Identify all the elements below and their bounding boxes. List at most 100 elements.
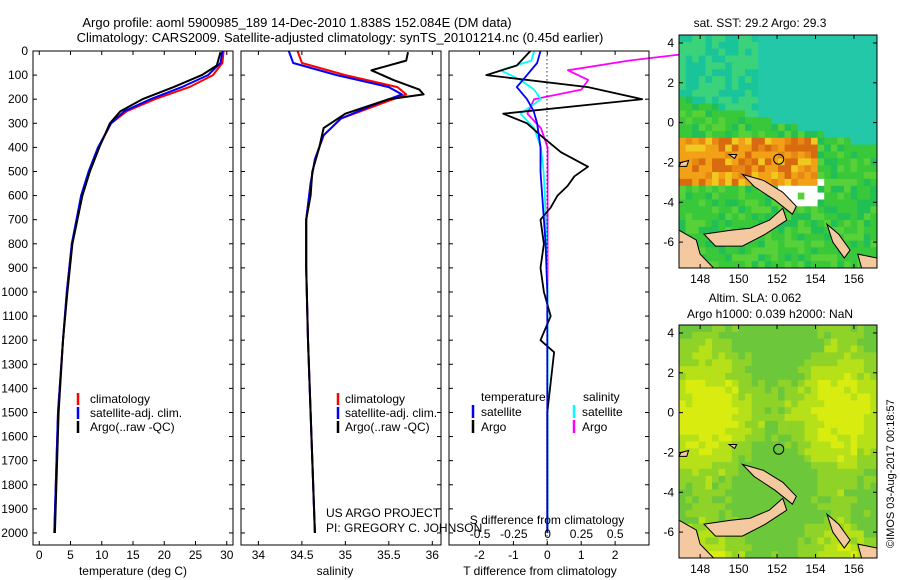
sst-cell — [850, 185, 858, 193]
sst-cell — [705, 124, 713, 132]
sla-cell — [745, 455, 752, 463]
sst-cell — [778, 62, 785, 70]
sst-cell — [712, 55, 719, 63]
sst-cell — [850, 199, 858, 207]
sla-cell — [784, 462, 792, 470]
sst-cell — [679, 220, 686, 228]
sla-cell — [811, 345, 818, 353]
sla-cell — [870, 400, 878, 408]
sla-map-panel: Altim. SLA: 0.062 Argo h1000: 0.039 h200… — [663, 291, 878, 576]
sst-cell — [870, 151, 878, 159]
sla-cell — [850, 427, 858, 435]
sst-cell — [844, 130, 851, 139]
sla-cell — [837, 325, 845, 333]
sla-cell — [844, 427, 851, 435]
sst-cell — [811, 35, 818, 43]
sla-cell — [850, 366, 858, 374]
sla-cell — [764, 414, 772, 422]
sla-cell — [811, 386, 818, 394]
sst-cell — [764, 41, 772, 50]
sla-cell — [712, 331, 719, 340]
sla-cell — [771, 359, 779, 367]
sla-cell — [685, 468, 693, 477]
sla-cell — [698, 530, 706, 538]
sst-cell — [712, 48, 719, 56]
sla-cell — [679, 325, 686, 333]
sst-cell — [692, 96, 700, 104]
sla-cell — [705, 379, 713, 387]
sla-cell — [791, 503, 799, 511]
sla-cell — [857, 496, 865, 504]
sst-cell — [758, 213, 766, 221]
sst-cell — [718, 158, 726, 166]
sla-cell — [718, 379, 726, 387]
sla-cell — [844, 331, 851, 340]
sla-cell — [758, 489, 766, 497]
sla-cell — [679, 366, 686, 374]
sst-cell — [764, 165, 772, 173]
sst-cell — [844, 178, 851, 187]
sst-cell — [830, 41, 838, 50]
land-mass — [727, 444, 738, 450]
sla-cell — [784, 448, 792, 456]
sst-cell — [797, 233, 805, 241]
sla-cell — [804, 427, 812, 435]
sst-cell — [797, 220, 805, 228]
sst-cell — [751, 220, 759, 228]
sst-cell — [837, 41, 845, 50]
sla-cell — [870, 441, 878, 449]
sst-cell — [718, 220, 726, 228]
sla-cell — [758, 420, 766, 429]
sst-cell — [705, 172, 713, 180]
x-tick-label: 20 — [158, 548, 172, 562]
sla-cell — [712, 544, 719, 552]
sla-cell — [771, 366, 779, 374]
sla-cell — [685, 496, 693, 504]
sst-cell — [758, 151, 766, 159]
sla-cell — [745, 482, 752, 490]
sla-cell — [837, 503, 845, 511]
sla-cell — [698, 352, 706, 360]
sst-cell — [797, 62, 805, 70]
x-tick-label: 34 — [252, 548, 266, 562]
x-tick-label: 0 — [544, 548, 551, 562]
sla-cell — [797, 386, 805, 394]
sla-cell — [705, 400, 713, 408]
sst-cell — [804, 213, 812, 221]
sla-cell — [811, 434, 818, 442]
sla-cell — [824, 407, 832, 415]
y-tick-label: 1800 — [1, 478, 28, 492]
sla-cell — [804, 551, 812, 559]
sla-cell — [817, 379, 825, 387]
sst-cell — [791, 48, 799, 56]
sla-cell — [804, 523, 812, 531]
sla-cell — [824, 468, 832, 477]
sst-cell — [837, 261, 845, 269]
sst-cell — [850, 83, 858, 91]
sla-cell — [817, 510, 825, 518]
sla-cell — [718, 427, 726, 435]
sst-cell — [685, 83, 693, 91]
sla-cell — [804, 366, 812, 374]
sla-cell — [758, 379, 766, 387]
sst-cell — [784, 240, 792, 248]
sst-cell — [797, 89, 805, 97]
sst-cell — [685, 124, 693, 132]
sst-cell — [837, 89, 845, 97]
sla-cell — [830, 420, 838, 429]
sla-cell — [731, 468, 739, 477]
sst-cell — [784, 41, 792, 50]
sst-cell — [692, 62, 700, 70]
sst-cell — [705, 89, 713, 97]
sst-cell — [738, 69, 746, 77]
sla-cell — [797, 373, 805, 381]
sla-cell — [784, 482, 792, 490]
legend-climatology-label: climatology — [90, 392, 150, 406]
sst-cell — [731, 185, 739, 193]
sla-cell — [758, 352, 766, 360]
sst-cell — [731, 96, 739, 104]
legend-s-argo-label: Argo — [582, 420, 608, 434]
sst-cell — [830, 144, 838, 152]
sst-cell — [850, 117, 858, 125]
sst-cell — [758, 62, 766, 70]
